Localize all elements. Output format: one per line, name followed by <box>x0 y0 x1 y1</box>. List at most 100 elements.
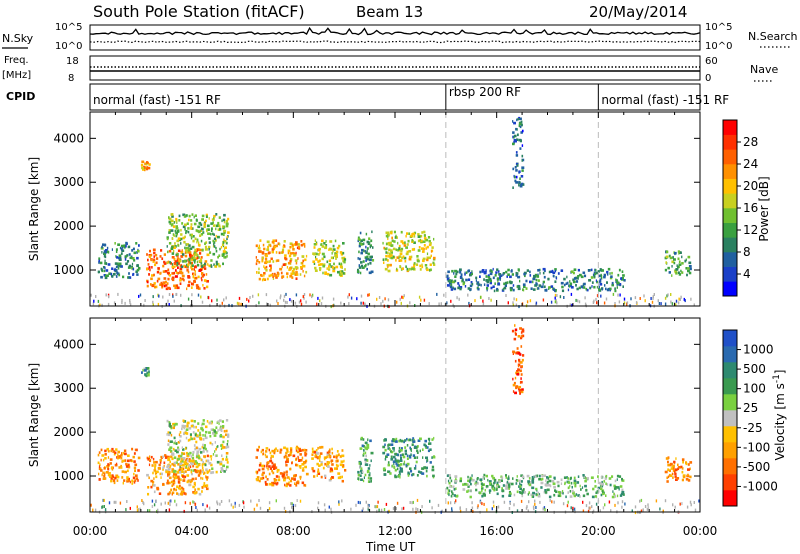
echo-cell <box>289 258 293 261</box>
echo-cell <box>190 266 193 269</box>
y-tick-label: 2000 <box>53 425 84 439</box>
echo-cell <box>680 269 682 273</box>
ground-scatter-cell <box>640 498 643 502</box>
echo-cell <box>426 458 428 462</box>
x-tick-label: 04:00 <box>174 524 209 538</box>
echo-cell <box>393 449 395 452</box>
echo-cell <box>192 235 195 238</box>
echo-cell <box>394 475 397 479</box>
ground-scatter-cell <box>156 509 158 513</box>
echo-cell <box>106 274 109 277</box>
echo-cell <box>104 259 106 263</box>
echo-cell <box>120 454 123 457</box>
echo-cell <box>304 450 306 453</box>
echo-cell <box>127 477 130 481</box>
y-tick-label: 3000 <box>53 381 84 395</box>
echo-cell <box>208 241 211 244</box>
echo-cell <box>163 260 166 264</box>
ground-scatter-cell <box>175 503 178 507</box>
echo-cell <box>294 474 297 477</box>
echo-cell <box>509 288 513 292</box>
echo-cell <box>665 255 669 259</box>
echo-cell <box>305 254 308 258</box>
echo-cell <box>203 279 207 282</box>
echo-cell <box>190 419 194 423</box>
echo-cell <box>271 248 274 251</box>
echo-cell <box>189 479 193 482</box>
echo-cell <box>291 269 295 273</box>
echo-cell <box>392 460 395 463</box>
echo-cell <box>165 284 168 287</box>
echo-cell <box>146 161 148 164</box>
echo-cell <box>170 247 174 250</box>
echo-cell <box>201 275 204 278</box>
echo-cell <box>115 255 117 258</box>
ground-scatter-cell <box>125 508 127 512</box>
echo-cell <box>573 268 577 271</box>
echo-cell <box>524 274 526 278</box>
ground-scatter-cell <box>192 500 194 504</box>
echo-cell <box>339 251 343 254</box>
nsearch-trace <box>89 40 701 44</box>
echo-cell <box>146 267 148 271</box>
echo-cell <box>404 241 406 244</box>
ground-scatter-cell <box>238 302 240 306</box>
echo-cell <box>172 426 175 430</box>
x-tick-label: 08:00 <box>276 524 311 538</box>
echo-cell <box>392 455 396 459</box>
ground-scatter-cell <box>296 499 298 502</box>
echo-cell <box>145 374 148 378</box>
echo-cell <box>177 253 179 256</box>
echo-cell <box>156 257 159 260</box>
echo-cell <box>181 467 183 471</box>
echo-cell <box>688 261 692 265</box>
echo-cell <box>387 231 390 235</box>
echo-cell <box>151 283 155 287</box>
echo-cell <box>203 455 207 458</box>
echo-cell <box>265 269 268 272</box>
echo-cell <box>197 456 201 459</box>
colorbar-swatch <box>723 237 737 253</box>
echo-cell <box>205 215 208 218</box>
echo-cell <box>311 453 314 456</box>
ground-scatter-cell <box>664 302 667 306</box>
echo-cell <box>182 452 186 455</box>
echo-cell <box>447 284 450 287</box>
echo-cell <box>608 477 612 480</box>
echo-cell <box>343 459 345 463</box>
ground-scatter-cell <box>238 296 241 300</box>
echo-cell <box>513 174 515 178</box>
echo-cell <box>338 244 341 248</box>
ground-scatter-cell <box>518 305 520 309</box>
echo-cell <box>180 460 182 464</box>
echo-cell <box>360 264 364 268</box>
echo-cell <box>362 454 365 457</box>
echo-cell <box>116 256 119 259</box>
ground-scatter-cell <box>652 295 654 299</box>
echo-cell <box>214 454 217 458</box>
echo-cell <box>285 470 288 474</box>
ground-scatter-cell <box>139 293 142 297</box>
echo-cell <box>149 455 151 458</box>
echo-cell <box>459 479 462 483</box>
echo-cell <box>512 167 515 171</box>
echo-cell <box>221 243 225 246</box>
echo-cell <box>553 493 556 497</box>
echo-cell <box>115 275 118 278</box>
echo-cell <box>111 466 113 469</box>
echo-cell <box>201 445 204 449</box>
echo-cell <box>191 477 195 481</box>
echo-cell <box>157 277 161 281</box>
echo-cell <box>175 225 178 228</box>
echo-cell <box>586 477 589 480</box>
echo-cell <box>545 479 547 483</box>
echo-cell <box>669 474 673 477</box>
echo-cell <box>554 489 557 492</box>
echo-cell <box>202 484 206 488</box>
echo-cell <box>494 282 496 285</box>
ground-scatter-cell <box>148 509 151 513</box>
ground-scatter-cell <box>382 299 384 303</box>
ground-scatter-cell <box>617 293 619 297</box>
